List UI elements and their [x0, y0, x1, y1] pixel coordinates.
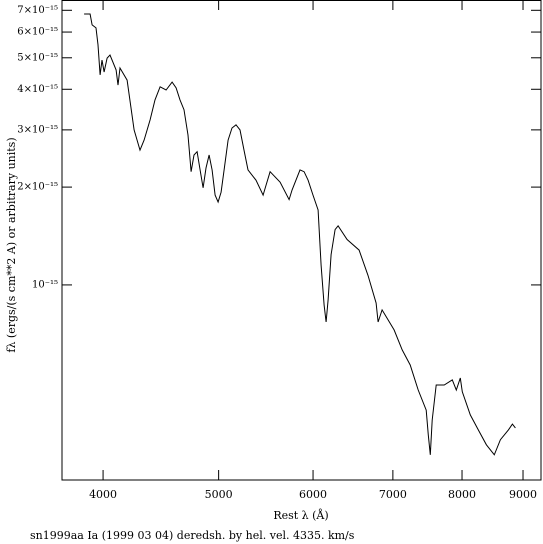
x-tick-label: 7000	[379, 488, 407, 501]
y-tick-label: 7×10⁻¹⁵	[17, 5, 58, 16]
plot-frame	[61, 0, 542, 481]
x-tick-label: 9000	[509, 488, 537, 501]
x-tick-label: 6000	[299, 488, 327, 501]
x-tick-label: 5000	[205, 488, 233, 501]
y-tick-label: 2×10⁻¹⁵	[17, 182, 58, 193]
y-tick-label: 3×10⁻¹⁵	[17, 124, 58, 135]
x-axis-label: Rest λ (Å)	[273, 508, 328, 522]
y-tick-label: 4×10⁻¹⁵	[17, 84, 58, 95]
y-tick-label: 6×10⁻¹⁵	[17, 27, 58, 38]
caption: sn1999aa Ia (1999 03 04) deredsh. by hel…	[30, 529, 355, 542]
x-tick-label: 8000	[448, 488, 476, 501]
spectrum-line	[84, 13, 516, 456]
y-tick-label: 10⁻¹⁵	[32, 279, 58, 290]
x-tick-label: 4000	[89, 488, 117, 501]
y-axis-label: fλ (ergs/(s cm**2 A) or arbitrary units)	[5, 137, 18, 352]
y-tick-label: 5×10⁻¹⁵	[17, 52, 58, 63]
